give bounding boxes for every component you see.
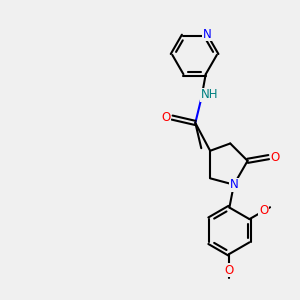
Text: O: O (225, 264, 234, 277)
Text: O: O (271, 151, 280, 164)
Text: NH: NH (201, 88, 218, 101)
Text: N: N (230, 178, 238, 191)
Text: O: O (161, 111, 170, 124)
Text: O: O (259, 205, 268, 218)
Text: N: N (203, 28, 212, 40)
